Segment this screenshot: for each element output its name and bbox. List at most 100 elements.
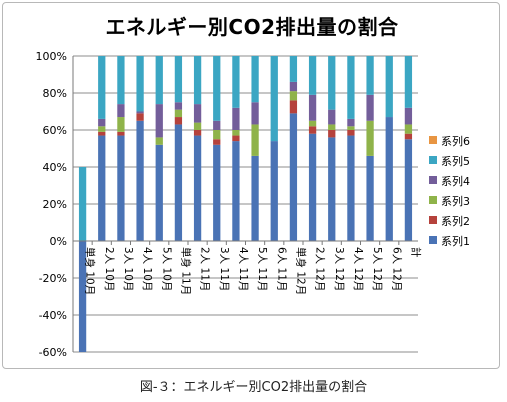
legend-label: 系列5 xyxy=(441,154,470,168)
legend-label: 系列1 xyxy=(441,234,470,248)
category-label: 3人 10月 xyxy=(122,247,134,291)
category-label: 2人 12月 xyxy=(314,247,326,291)
figure-caption: 図-３：エネルギー別CO2排出量の割合 xyxy=(139,380,368,395)
bar-segment xyxy=(289,56,298,82)
bar-segment xyxy=(193,130,202,136)
bar-segment xyxy=(308,120,317,127)
category-label: 5人 10月 xyxy=(160,247,172,291)
legend-swatch xyxy=(429,196,437,204)
bar-layer xyxy=(78,56,413,352)
bar-segment xyxy=(98,126,106,132)
bar-segment xyxy=(136,113,144,121)
bar-segment xyxy=(347,130,355,136)
bar-segment xyxy=(213,144,221,241)
legend-label: 系列4 xyxy=(441,174,470,188)
category-label: 単身 12月 xyxy=(294,247,307,295)
bar-segment xyxy=(366,94,374,121)
bar-segment xyxy=(251,102,259,125)
bar-segment xyxy=(404,107,413,125)
legend-swatch xyxy=(429,176,437,184)
category-label: 2人 10月 xyxy=(103,247,115,291)
bar-segment xyxy=(174,117,183,125)
bar-segment xyxy=(328,124,336,130)
bar-segment xyxy=(385,117,393,241)
bar-segment xyxy=(174,124,183,241)
bar-segment xyxy=(308,133,317,241)
bar-segment xyxy=(155,104,163,138)
bar-segment xyxy=(289,81,298,92)
category-label: 3人 12月 xyxy=(333,247,345,291)
category-label: 4人 10月 xyxy=(141,247,153,291)
bar-segment xyxy=(404,124,413,134)
bar-segment xyxy=(98,118,106,127)
bar-segment xyxy=(117,135,125,241)
y-tick-label: -60% xyxy=(39,346,67,359)
legend-swatch xyxy=(429,156,437,164)
bar-segment xyxy=(193,104,202,123)
bar-segment xyxy=(117,56,125,105)
bar-segment xyxy=(174,102,183,110)
bar-segment xyxy=(117,104,125,118)
bar-segment xyxy=(213,120,221,130)
y-tick-label: -20% xyxy=(39,272,67,285)
bar-segment xyxy=(232,135,240,142)
category-label: 単身 10月 xyxy=(84,247,97,295)
bar-segment xyxy=(232,130,240,136)
bar-segment xyxy=(174,56,183,103)
bar-segment xyxy=(193,135,202,241)
bar-segment xyxy=(193,122,202,130)
chart-svg: -60% -40% -20% 0% 20% 40% 60% 80% 100% 単身 10月 2人 1… xyxy=(36,50,470,359)
legend-label: 系列3 xyxy=(441,194,470,208)
legend-label: 系列2 xyxy=(441,214,470,228)
chart-title: エネルギー別CO2排出量の割合 xyxy=(105,15,399,39)
bar-segment xyxy=(232,56,240,108)
bar-segment xyxy=(366,56,374,95)
bar-segment xyxy=(213,139,221,145)
bar-segment xyxy=(404,133,413,140)
bar-segment xyxy=(155,56,163,105)
y-tick-label: 0% xyxy=(50,235,67,248)
y-tick-label: 20% xyxy=(43,198,67,211)
y-tick-label: 40% xyxy=(43,161,67,174)
bar-segment xyxy=(78,167,87,241)
bar-segment xyxy=(98,135,106,241)
y-tick-label: 60% xyxy=(43,124,67,137)
bar-segment xyxy=(232,141,240,241)
grid-layer xyxy=(73,55,418,353)
category-label: 4人 11月 xyxy=(237,247,249,291)
bar-segment xyxy=(174,109,183,118)
bar-segment xyxy=(136,111,144,114)
category-label: 5人 12月 xyxy=(371,247,383,291)
bar-segment xyxy=(347,135,355,241)
bar-segment xyxy=(213,130,221,140)
y-tick-label: 80% xyxy=(43,87,67,100)
axis-layer: -60% -40% -20% 0% 20% 40% 60% 80% 100% 単身 10月 2人 1… xyxy=(36,50,423,359)
bar-segment xyxy=(385,56,393,118)
legend-swatch xyxy=(429,136,437,144)
bar-segment xyxy=(328,109,336,125)
bar-segment xyxy=(308,56,317,95)
bar-segment xyxy=(328,130,336,138)
bar-segment xyxy=(251,56,259,103)
bar-segment xyxy=(117,117,125,132)
bar-segment xyxy=(193,56,202,105)
category-label: 5人 11月 xyxy=(256,247,268,291)
bar-segment xyxy=(117,131,125,136)
bar-segment xyxy=(78,241,87,352)
chart-frame: エネルギー別CO2排出量の割合 -60% -40% -20% 0% 20% 40% 60% 8… xyxy=(2,2,500,369)
category-label: 6人 12月 xyxy=(390,247,402,291)
bar-segment xyxy=(347,126,355,130)
bar-segment xyxy=(270,56,278,142)
legend-swatch xyxy=(429,236,437,244)
bar-segment xyxy=(328,137,336,241)
bar-segment xyxy=(98,56,106,119)
bar-segment xyxy=(347,56,355,119)
y-tick-label: -40% xyxy=(39,309,67,322)
legend-layer: 系列6 系列5 系列4 系列3 系列2 系列1 xyxy=(429,134,470,248)
bar-segment xyxy=(308,126,317,134)
bar-segment xyxy=(98,131,106,136)
bar-segment xyxy=(308,94,317,121)
category-label: 4人 12月 xyxy=(352,247,364,291)
category-label: 3人 11月 xyxy=(218,247,230,291)
bar-segment xyxy=(347,118,355,127)
